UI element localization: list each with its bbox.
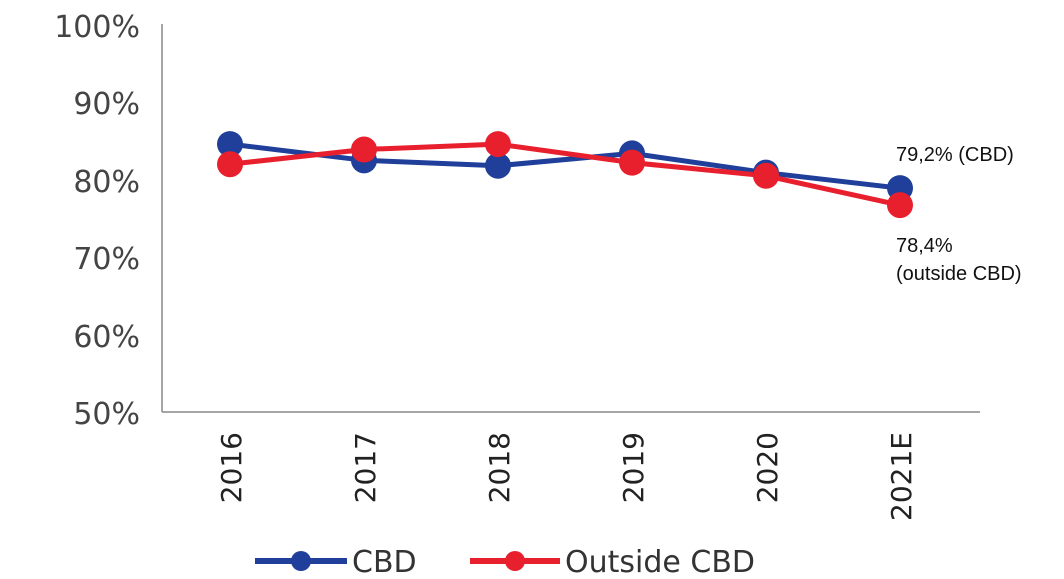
data-point-outside-cbd-2020: [753, 162, 779, 189]
series-line-outside-cbd: [229, 141, 901, 208]
data-point-outside-cbd-2016: [217, 151, 243, 178]
x-tick-label: 2018: [483, 432, 516, 503]
y-tick-label: 80%: [73, 165, 140, 200]
data-point-outside-cbd-2019: [619, 149, 645, 176]
legend-item-cbd: CBD: [255, 545, 417, 579]
y-tick-labels: 100% 90% 80% 70% 60% 50%: [54, 10, 140, 432]
legend-marker-outside-cbd: [505, 551, 525, 571]
x-tick-label: 2016: [215, 432, 248, 503]
x-tick-label: 2017: [349, 432, 382, 503]
x-tick-label: 2021E: [885, 432, 918, 521]
x-tick-label: 2019: [617, 432, 650, 503]
legend-label-cbd: CBD: [352, 545, 417, 579]
data-point-outside-cbd-2017: [351, 136, 377, 163]
annotation-cbd: 79,2% (CBD): [896, 144, 1014, 166]
legend-marker-cbd: [291, 551, 311, 571]
data-point-cbd-2016: [217, 131, 243, 158]
series-layer: [217, 131, 913, 219]
y-tick-label: 50%: [73, 397, 140, 432]
annotations: 79,2% (CBD) 78,4% (outside CBD): [896, 144, 1022, 285]
series-line-cbd: [229, 141, 901, 191]
legend-label-outside-cbd: Outside CBD: [565, 545, 755, 579]
annotation-outside-value: 78,4%: [896, 235, 953, 257]
x-tick-label: 2020: [751, 432, 784, 503]
data-point-cbd-2018: [485, 152, 511, 179]
data-point-outside-cbd-2018: [485, 131, 511, 158]
annotation-outside-label: (outside CBD): [896, 263, 1022, 285]
y-tick-label: 90%: [73, 87, 140, 122]
legend-item-outside-cbd: Outside CBD: [470, 545, 755, 579]
y-tick-label: 70%: [73, 242, 140, 277]
data-point-outside-cbd-2021e: [887, 192, 913, 219]
x-tick-labels: 2016 2017 2018 2019 2020 2021E: [215, 432, 918, 521]
legend: CBD Outside CBD: [255, 545, 755, 579]
y-tick-label: 100%: [54, 10, 140, 45]
y-tick-label: 60%: [73, 320, 140, 355]
